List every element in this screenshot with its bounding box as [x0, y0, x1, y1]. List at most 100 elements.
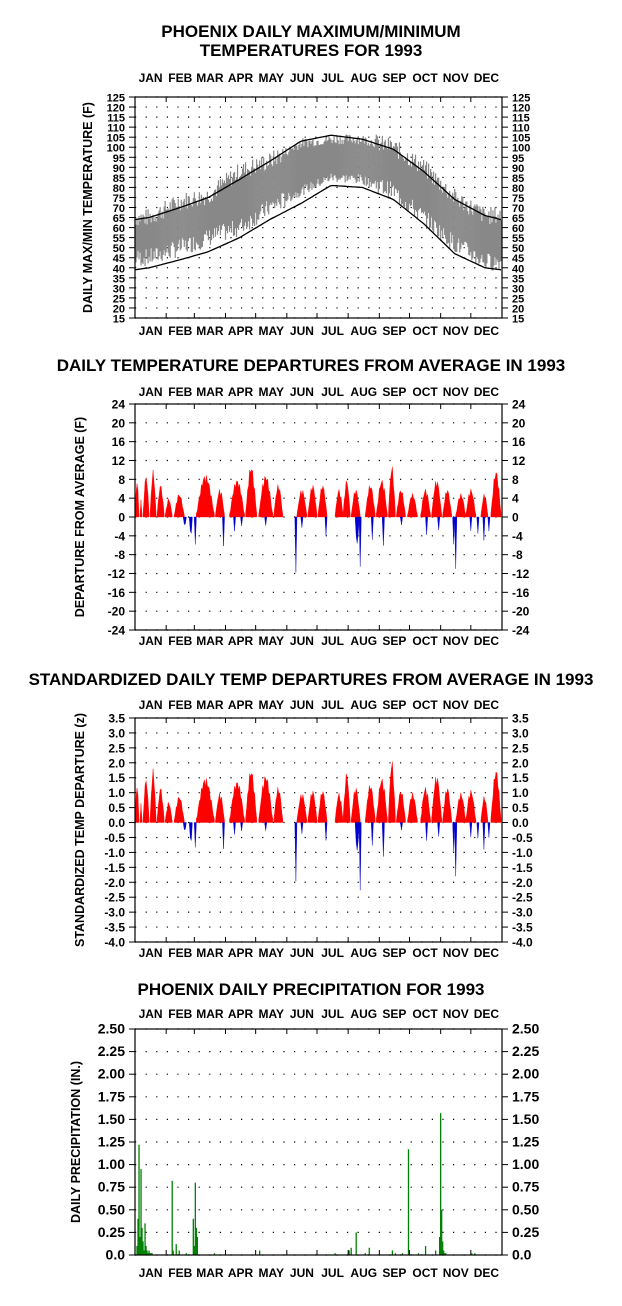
chart2-ytick-left: -3.5: [104, 921, 125, 935]
chart2-positive-departure: [431, 777, 442, 823]
chart3-ytick-left: 0.50: [98, 1201, 125, 1217]
chart2-month-top: MAR: [196, 698, 224, 712]
chart2-ytick-left: -2.0: [104, 876, 125, 890]
chart3-month-top: APR: [228, 1007, 254, 1021]
chart1-negative-departure: [183, 516, 187, 525]
chart2-positive-departure: [376, 778, 388, 823]
chart0-normal-high-line: [134, 134, 502, 221]
chart1-negative-departure: [454, 516, 457, 569]
chart1-negative-departure: [222, 516, 225, 547]
chart0-ytick-right: 100: [512, 143, 530, 155]
chart3-month-top: OCT: [412, 1007, 438, 1021]
chart2-positive-departure: [229, 782, 245, 823]
chart3-ytick-right: 0.25: [512, 1224, 539, 1240]
chart1-ytick-left: -8: [114, 548, 125, 562]
chart1-positive-departure: [420, 489, 431, 518]
chart2-positive-departure: [420, 787, 431, 823]
chart2-month-bottom: AUG: [350, 946, 377, 960]
chart0-ytick-left: 115: [107, 113, 125, 125]
chart0-month-bottom: JUN: [290, 324, 314, 338]
chart1-positive-departure: [245, 469, 257, 518]
chart0-ytick-right: 60: [512, 223, 524, 235]
chart1-month-bottom: MAR: [196, 634, 224, 648]
chart0-ytick-left: 35: [113, 273, 125, 285]
chart1-positive-departure: [229, 480, 245, 518]
chart3-month-top: MAR: [196, 1007, 224, 1021]
chart2-negative-departure: [194, 822, 197, 848]
chart0-ytick-left: 25: [113, 293, 125, 305]
chart3-ytick-left: 0.0: [106, 1247, 126, 1263]
chart0-month-top: JAN: [139, 71, 163, 85]
chart1-positive-departure: [465, 489, 477, 518]
chart1-positive-departure: [142, 477, 150, 518]
chart0-month-top: MAY: [258, 71, 284, 85]
chart1-negative-departure: [382, 516, 385, 546]
chart1-positive-departure: [317, 486, 328, 518]
chart1-positive-departure: [407, 493, 418, 518]
chart2-ytick-right: 3.5: [512, 712, 529, 726]
chart2-ytick-left: 1.5: [108, 771, 125, 785]
chart1-negative-departure: [189, 516, 193, 534]
chart3-ytick-right: 1.25: [512, 1134, 539, 1150]
chart1-ytick-right: -12: [512, 567, 530, 581]
chart2-negative-departure: [233, 822, 236, 835]
chart3-ytick-right: 2.50: [512, 1021, 539, 1037]
chart2-positive-departure: [396, 791, 406, 823]
chart1-month-bottom: MAY: [258, 634, 284, 648]
chart1-positive-departure: [174, 494, 185, 518]
chart1-bars: [134, 466, 502, 573]
chart1-negative-departure: [233, 516, 236, 532]
chart0-month-bottom: OCT: [412, 324, 438, 338]
chart2-positive-departure: [317, 791, 328, 823]
chart2-month-top: MAY: [258, 698, 284, 712]
chart0-month-top: APR: [228, 71, 254, 85]
chart1-ytick-left: 4: [118, 492, 125, 506]
chart1-negative-departure: [324, 516, 328, 536]
chart2-ytick-right: 0.0: [512, 816, 529, 830]
chart2-ytick-left: 3.5: [108, 712, 125, 726]
chart0-ytick-right: 105: [512, 133, 530, 145]
chart2-month-top: FEB: [168, 698, 192, 712]
chart3-month-bottom: JUL: [321, 1266, 344, 1280]
chart1-negative-departure: [359, 516, 362, 567]
chart2-negative-departure: [189, 822, 193, 841]
chart2-positive-departure: [165, 801, 173, 823]
chart1-month-bottom: SEP: [382, 634, 406, 648]
chart1-positive-departure: [365, 485, 376, 518]
chart2-ytick-left: -0.5: [104, 831, 125, 845]
chart3-ytick-left: 0.75: [98, 1179, 125, 1195]
chart2-positive-departure: [307, 791, 318, 823]
chart0-month-bottom: AUG: [350, 324, 377, 338]
chart3-month-top: FEB: [168, 1007, 192, 1021]
chart1-ytick-right: 12: [512, 454, 526, 468]
chart0-ytick-right: 110: [512, 123, 530, 135]
chart2-positive-departure: [365, 785, 376, 823]
chart1-positive-departure: [296, 490, 308, 518]
chart3-ytick-right: 0.75: [512, 1179, 539, 1195]
chart1-month-top: JAN: [139, 385, 163, 399]
chart2-ytick-right: 2.5: [512, 741, 529, 755]
chart2-ytick-left: -4.0: [104, 936, 125, 950]
chart0-ytick-right: 45: [512, 253, 524, 265]
chart2-negative-departure: [183, 822, 187, 830]
chart3-ylabel: DAILY PRECIPITATION (IN.): [69, 1061, 83, 1223]
chart1-negative-departure: [452, 516, 455, 545]
chart1-month-top: NOV: [443, 385, 469, 399]
chart1-ytick-left: 12: [112, 454, 126, 468]
chart1-positive-departure: [273, 484, 283, 518]
chart2-month-bottom: OCT: [412, 946, 438, 960]
chart2-positive-departure: [388, 761, 396, 823]
chart0-month-bottom: MAR: [196, 324, 224, 338]
chart2-ytick-left: -1.0: [104, 846, 125, 860]
chart3-month-top: JUL: [321, 1007, 344, 1021]
chart1-plot-border: [134, 403, 503, 631]
chart2-negative-departure: [452, 822, 455, 852]
chart2-positive-departure: [174, 797, 185, 823]
chart2-positive-departure: [149, 768, 157, 823]
chart2-negative-departure: [222, 822, 225, 849]
chart2-month-top: APR: [228, 698, 254, 712]
chart2-positive-departure: [490, 771, 502, 823]
chart2-positive-departure: [442, 788, 452, 823]
chart0-ytick-left: 70: [113, 203, 125, 215]
chart0-month-bottom: FEB: [168, 324, 192, 338]
